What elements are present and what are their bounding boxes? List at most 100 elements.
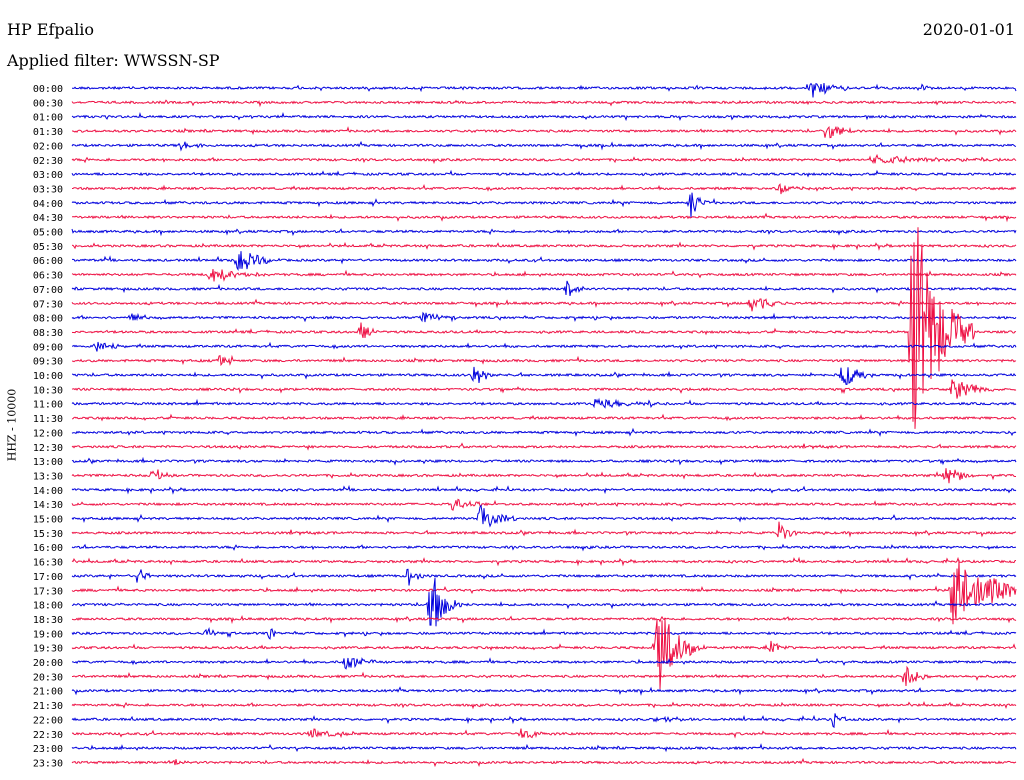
trace-2030 (72, 665, 1017, 687)
trace-0000 (72, 82, 1017, 98)
row-label-1200: 12:00 (33, 428, 63, 439)
row-label-0530: 05:30 (33, 242, 63, 253)
trace-1130 (71, 413, 1017, 422)
trace-1530 (71, 521, 1017, 539)
trace-1000 (71, 366, 1016, 385)
row-label-1000: 10:00 (33, 371, 63, 382)
row-label-0930: 09:30 (33, 357, 63, 368)
trace-1200 (71, 427, 1017, 437)
station-title: HP Efpalio (7, 20, 95, 39)
trace-1630 (71, 556, 1017, 567)
row-label-0030: 00:30 (33, 98, 63, 109)
row-label-1430: 14:30 (33, 500, 63, 511)
row-label-0600: 06:00 (33, 256, 63, 267)
trace-1700 (71, 568, 1017, 586)
traces (71, 82, 1017, 768)
row-label-2100: 21:00 (33, 687, 63, 698)
row-label-0900: 09:00 (33, 342, 63, 353)
trace-0700 (71, 280, 1017, 296)
row-label-0330: 03:30 (33, 184, 63, 195)
trace-1030 (71, 379, 1017, 399)
row-label-1830: 18:30 (33, 615, 63, 626)
row-label-1100: 11:00 (33, 400, 63, 411)
row-label-0230: 02:30 (33, 156, 63, 167)
trace-0430 (71, 212, 1017, 223)
row-label-2200: 22:00 (33, 715, 63, 726)
trace-2300 (71, 743, 1017, 753)
row-label-1530: 15:30 (33, 529, 63, 540)
trace-1830 (71, 614, 1017, 625)
row-label-2130: 21:30 (33, 701, 63, 712)
row-label-0100: 01:00 (33, 113, 63, 124)
trace-1730 (71, 559, 1017, 625)
row-label-1800: 18:00 (33, 601, 63, 612)
trace-2100 (71, 686, 1017, 696)
trace-0330 (72, 183, 1017, 195)
trace-1930 (71, 618, 1017, 690)
row-label-2000: 20:00 (33, 658, 63, 669)
trace-0600 (72, 251, 1017, 271)
trace-1330 (71, 468, 1016, 484)
row-label-2030: 20:30 (33, 672, 63, 683)
trace-2200 (71, 713, 1017, 729)
trace-1430 (71, 498, 1017, 511)
trace-0930 (72, 354, 1017, 367)
row-label-2300: 23:00 (33, 744, 63, 755)
trace-0730 (71, 298, 1017, 312)
trace-0100 (71, 112, 1017, 122)
trace-2000 (72, 657, 1017, 670)
trace-2330 (71, 757, 1017, 768)
row-label-1630: 16:30 (33, 558, 63, 569)
trace-0800 (71, 311, 1017, 323)
trace-0130 (72, 126, 1017, 139)
row-label-1330: 13:30 (33, 471, 63, 482)
row-label-1730: 17:30 (33, 586, 63, 597)
trace-1900 (71, 627, 1017, 640)
trace-1100 (71, 397, 1017, 409)
row-label-1900: 19:00 (33, 629, 63, 640)
row-label-0800: 08:00 (33, 314, 63, 325)
row-label-0830: 08:30 (33, 328, 63, 339)
trace-0530 (71, 241, 1017, 251)
row-label-0300: 03:00 (33, 170, 63, 181)
row-label-1230: 12:30 (33, 443, 63, 454)
filter-label: Applied filter: WWSSN-SP (7, 51, 220, 70)
trace-0230 (71, 153, 1017, 165)
trace-2230 (71, 728, 1017, 739)
row-label-1930: 19:30 (33, 644, 63, 655)
trace-1600 (71, 543, 1016, 552)
trace-0300 (71, 169, 1017, 178)
row-label-2230: 22:30 (33, 730, 63, 741)
trace-0200 (71, 140, 1017, 152)
row-label-0200: 02:00 (33, 141, 63, 152)
trace-0830 (71, 227, 1017, 429)
row-labels: 00:00 00:30 01:00 01:30 02:00 02:30 03:00 03:30… (33, 84, 63, 769)
row-label-1700: 17:00 (33, 572, 63, 583)
row-label-0400: 04:00 (33, 199, 63, 210)
trace-0030 (71, 99, 1017, 108)
trace-0900 (72, 341, 1017, 352)
row-label-0500: 05:00 (33, 228, 63, 239)
trace-0630 (71, 268, 1017, 282)
row-label-0000: 00:00 (33, 84, 63, 95)
row-label-1130: 11:30 (33, 414, 63, 425)
trace-1300 (71, 456, 1017, 466)
trace-2130 (71, 701, 1017, 710)
trace-1400 (71, 484, 1017, 495)
trace-0400 (71, 192, 1017, 218)
row-label-1500: 15:00 (33, 515, 63, 526)
row-label-1030: 10:30 (33, 385, 63, 396)
trace-1800 (71, 577, 1017, 627)
row-label-1400: 14:00 (33, 486, 63, 497)
row-label-0130: 01:30 (33, 127, 63, 138)
trace-0500 (71, 228, 1017, 237)
row-label-0630: 06:30 (33, 271, 63, 282)
row-label-2330: 23:30 (33, 758, 63, 769)
row-label-0430: 04:30 (33, 213, 63, 224)
row-label-0730: 07:30 (33, 299, 63, 310)
row-label-1300: 13:00 (33, 457, 63, 468)
trace-1230 (71, 442, 1017, 451)
record-date: 2020-01-01 (922, 20, 1015, 39)
row-label-1600: 16:00 (33, 543, 63, 554)
